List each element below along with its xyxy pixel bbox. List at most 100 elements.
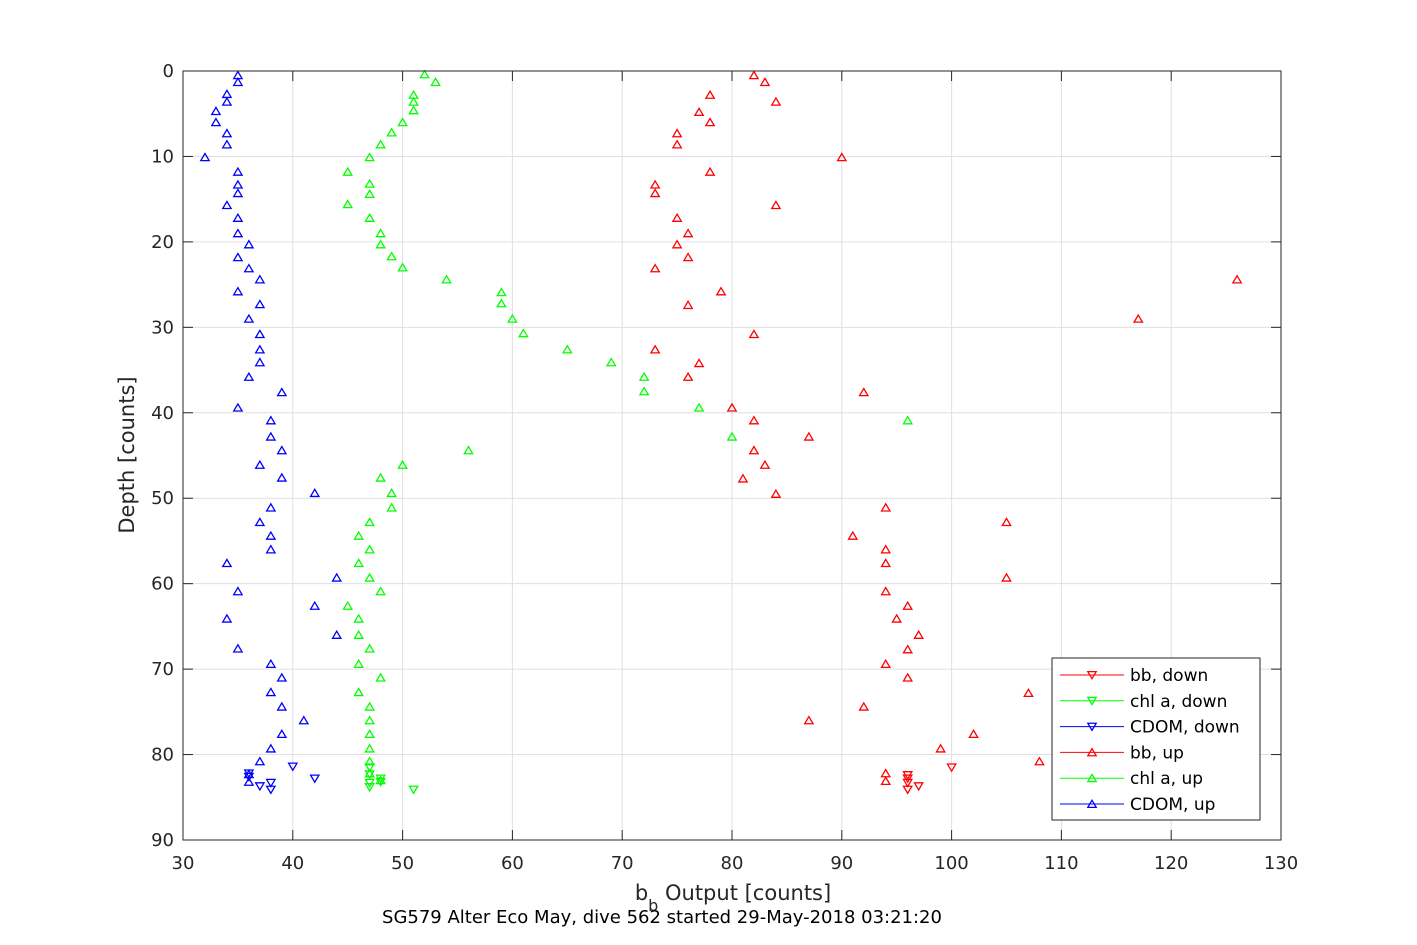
- point-bb-up: [891, 613, 903, 623]
- point-cdom-up: [221, 128, 233, 138]
- point-cdom-up: [309, 600, 321, 610]
- y-tick-label: 20: [151, 232, 174, 253]
- point-bb-up: [880, 558, 892, 568]
- point-chl-a-up: [353, 530, 365, 540]
- point-bb-down: [902, 774, 914, 784]
- point-bb-up: [671, 139, 683, 149]
- point-bb-up: [1001, 517, 1012, 527]
- point-bb-up: [770, 96, 782, 106]
- point-cdom-up: [265, 743, 277, 753]
- y-tick-label: 70: [151, 659, 174, 680]
- point-bb-up: [770, 488, 782, 498]
- legend-marker: [1086, 773, 1098, 783]
- point-cdom-down: [254, 782, 266, 792]
- point-chl-a-up: [342, 199, 354, 209]
- point-chl-a-up: [364, 701, 375, 711]
- point-cdom-up: [210, 117, 222, 127]
- legend-label: CDOM, down: [1130, 718, 1240, 738]
- point-chl-a-up: [408, 96, 419, 106]
- point-bb-up: [693, 106, 705, 117]
- point-cdom-up: [276, 672, 288, 682]
- point-bb-up: [902, 644, 914, 654]
- point-cdom-up: [232, 212, 244, 222]
- point-chl-a-down: [375, 777, 386, 787]
- x-tick-label: 40: [281, 853, 304, 874]
- x-axis-label-subscript: b: [648, 896, 658, 915]
- x-tick-label: 100: [934, 853, 968, 874]
- point-cdom-up: [254, 329, 266, 339]
- point-bb-up: [902, 600, 914, 610]
- point-cdom-up: [210, 106, 222, 116]
- point-cdom-up: [232, 286, 244, 296]
- legend-label: CDOM, up: [1130, 795, 1215, 815]
- point-chl-a-up: [375, 586, 386, 596]
- point-cdom-up: [254, 517, 266, 527]
- point-cdom-up: [265, 431, 277, 441]
- point-cdom-up: [298, 715, 310, 725]
- point-chl-a-up: [386, 127, 397, 137]
- point-bb-down: [902, 771, 914, 781]
- legend-marker: [1086, 747, 1098, 757]
- point-bb-up: [682, 228, 694, 238]
- point-bb-up: [737, 473, 749, 483]
- point-chl-a-up: [364, 643, 375, 653]
- point-chl-a-down: [364, 763, 375, 773]
- point-cdom-up: [276, 387, 288, 397]
- point-chl-a-up: [518, 328, 529, 338]
- point-chl-a-up: [375, 139, 386, 149]
- point-chl-a-up: [638, 386, 650, 396]
- axes-box: [182, 70, 1282, 841]
- point-chl-a-up: [496, 298, 507, 308]
- point-cdom-up: [221, 200, 233, 210]
- point-cdom-up: [232, 252, 244, 262]
- point-cdom-up: [331, 572, 343, 582]
- point-bb-up: [935, 743, 946, 753]
- x-tick-label: 80: [721, 853, 744, 874]
- point-bb-up: [1132, 313, 1144, 323]
- legend-label: bb, up: [1130, 743, 1184, 763]
- point-bb-up: [649, 344, 661, 354]
- point-bb-up: [748, 445, 760, 455]
- point-chl-a-up: [419, 69, 430, 79]
- point-bb-down: [913, 782, 924, 792]
- point-bb-up: [1034, 756, 1045, 766]
- point-cdom-up: [232, 179, 244, 189]
- point-chl-a-up: [364, 756, 375, 766]
- point-bb-up: [858, 387, 870, 397]
- point-chl-a-up: [353, 629, 365, 639]
- point-bb-up: [715, 286, 727, 296]
- point-cdom-up: [221, 613, 233, 623]
- point-bb-up: [726, 402, 738, 412]
- point-chl-a-up: [364, 728, 375, 739]
- point-chl-a-up: [342, 166, 354, 176]
- point-chl-a-up: [638, 371, 650, 381]
- point-cdom-up: [254, 459, 266, 469]
- point-bb-up: [858, 701, 870, 711]
- point-chl-a-down: [364, 778, 375, 788]
- point-chl-a-up: [507, 313, 518, 323]
- y-tick-label: 30: [151, 317, 174, 338]
- point-bb-up: [649, 188, 661, 198]
- point-chl-a-up: [430, 77, 441, 87]
- point-chl-a-up: [364, 212, 375, 222]
- point-chl-a-up: [693, 402, 705, 412]
- point-cdom-up: [331, 629, 343, 639]
- point-bb-up: [759, 77, 771, 87]
- point-chl-a-down: [408, 785, 419, 795]
- point-chl-a-up: [397, 459, 408, 469]
- point-cdom-up: [276, 445, 288, 455]
- point-bb-up: [748, 415, 760, 425]
- y-tick-label: 10: [151, 146, 174, 167]
- point-cdom-up: [232, 228, 244, 238]
- y-axis-label: Depth [counts]: [115, 376, 139, 533]
- legend-marker: [1086, 722, 1098, 732]
- point-cdom-up: [265, 530, 277, 540]
- point-bb-up: [770, 200, 782, 210]
- x-tick-label: 60: [501, 853, 524, 874]
- point-chl-a-up: [605, 357, 617, 367]
- point-cdom-up: [276, 728, 288, 739]
- data-points: [199, 69, 1243, 795]
- point-cdom-up: [243, 239, 255, 249]
- point-chl-a-up: [375, 239, 386, 249]
- x-tick-label: 130: [1264, 853, 1298, 874]
